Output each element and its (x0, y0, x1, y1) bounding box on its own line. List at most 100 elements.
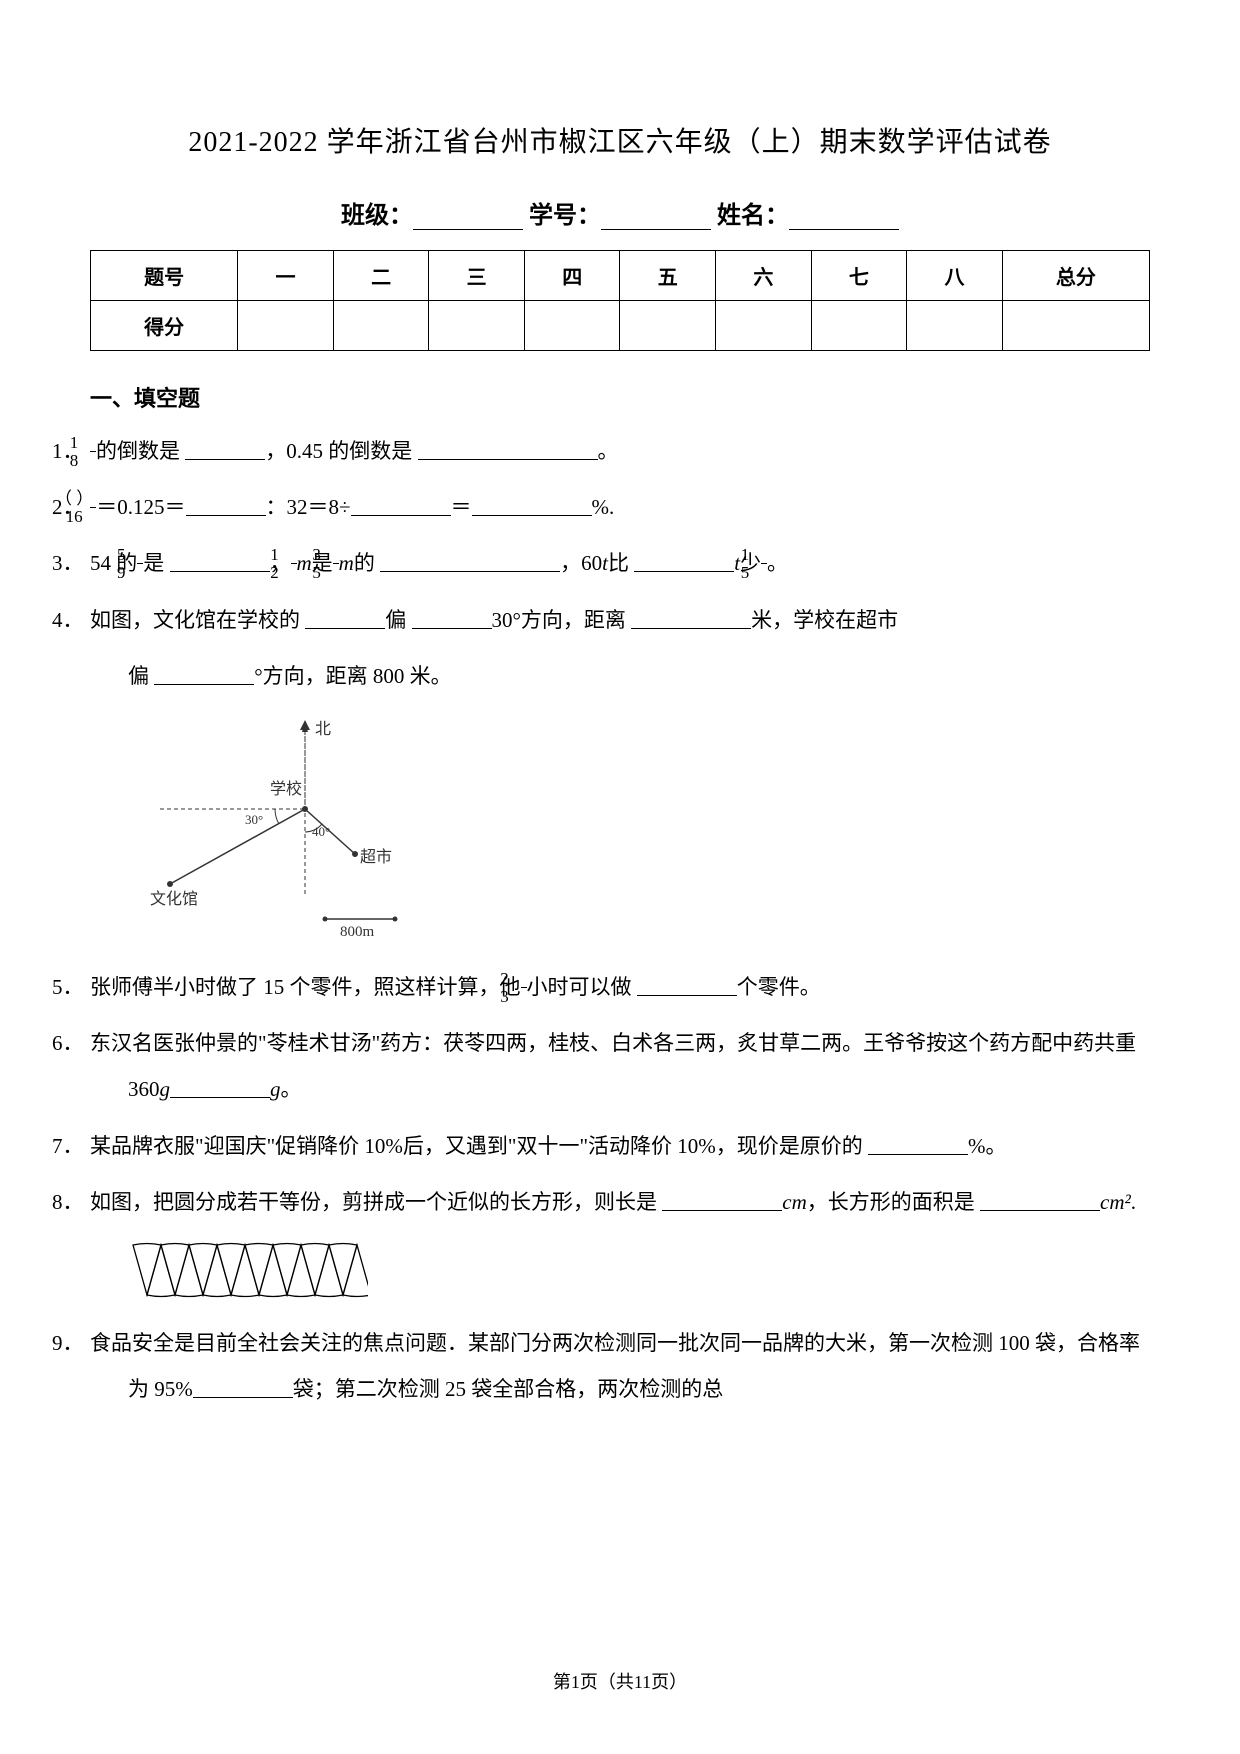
figure-circle-rectangle (128, 1240, 1150, 1305)
th-5: 五 (620, 251, 716, 301)
q2-t2: ：32＝8÷ (266, 495, 351, 519)
q2-blank2[interactable] (351, 496, 451, 516)
name-blank[interactable] (789, 210, 899, 230)
question-8: 8．如图，把圆分成若干等份，剪拼成一个近似的长方形，则长是 cm，长方形的面积是… (90, 1179, 1150, 1225)
q3-t1: 54 的 (90, 551, 137, 575)
svg-text:文化馆: 文化馆 (150, 890, 198, 908)
q7-t1: 某品牌衣服"迎国庆"促销降价 10%后，又遇到"双十一"活动降价 10%，现价是… (90, 1134, 863, 1158)
page-footer: 第1页（共11页） (0, 1668, 1240, 1694)
q5-frac: 23 (521, 970, 527, 1005)
svg-text:超市: 超市 (360, 848, 392, 866)
question-2: 2．（ ）16＝0.125＝：32＝8÷＝%. (90, 484, 1150, 530)
svg-text:30°: 30° (245, 812, 263, 827)
th-1: 一 (238, 251, 334, 301)
exam-title: 2021-2022 学年浙江省台州市椒江区六年级（上）期末数学评估试卷 (90, 120, 1150, 160)
score-cell[interactable] (524, 301, 620, 351)
score-cell[interactable] (907, 301, 1003, 351)
q5-t1: 张师傅半小时做了 15 个零件，照这样计算，他 (90, 975, 521, 999)
q2-blank3[interactable] (472, 496, 592, 516)
q8-t2: ，长方形的面积是 (807, 1190, 975, 1214)
q2-t3: ＝ (451, 495, 472, 519)
q4-blank1[interactable] (305, 609, 385, 629)
q5-t3: 个零件。 (737, 975, 821, 999)
svg-text:800m: 800m (340, 924, 375, 940)
circle-rect-svg (128, 1240, 368, 1300)
th-3: 三 (429, 251, 525, 301)
th-label: 题号 (91, 251, 238, 301)
q4-blank4[interactable] (154, 665, 254, 685)
q6-t2: 。 (281, 1077, 302, 1101)
q9-blank[interactable] (193, 1378, 293, 1398)
q5-blank[interactable] (637, 976, 737, 996)
svg-text:学校: 学校 (270, 780, 302, 798)
score-cell[interactable] (429, 301, 525, 351)
question-4-line2: 偏 °方向，距离 800 米。 (90, 653, 1150, 699)
q3-m2: m (339, 551, 354, 575)
th-total: 总分 (1002, 251, 1149, 301)
th-7: 七 (811, 251, 907, 301)
table-score-row: 得分 (91, 301, 1150, 351)
q8-blank2[interactable] (980, 1191, 1100, 1211)
q3-t6: ，60 (560, 551, 602, 575)
svg-text:北: 北 (315, 720, 331, 738)
q3-t9: 。 (767, 551, 788, 575)
q8-blank1[interactable] (662, 1191, 782, 1211)
score-table: 题号 一 二 三 四 五 六 七 八 总分 得分 (90, 250, 1150, 351)
q1-t3: 。 (598, 439, 619, 463)
name-label: 姓名： (717, 203, 789, 229)
score-cell[interactable] (811, 301, 907, 351)
q3-t2: 是 (143, 551, 164, 575)
score-cell[interactable] (620, 301, 716, 351)
svg-text:40°: 40° (312, 824, 330, 839)
q1-blank2[interactable] (418, 440, 598, 460)
q1-blank1[interactable] (185, 440, 265, 460)
q3-frac1: 59 (137, 546, 143, 581)
q2-frac: （ ）16 (90, 490, 96, 525)
q4-t6: °方向，距离 800 米。 (254, 664, 451, 688)
q3-blank3[interactable] (634, 552, 734, 572)
q3-frac4: 15 (761, 546, 767, 581)
score-cell[interactable] (1002, 301, 1149, 351)
q7-t2: %。 (968, 1134, 1007, 1158)
q6-g2: g (270, 1077, 281, 1101)
q7-blank[interactable] (868, 1135, 968, 1155)
q2-blank1[interactable] (186, 496, 266, 516)
q2-t1: ＝0.125＝ (96, 495, 185, 519)
q3-blank1[interactable] (170, 552, 270, 572)
q4-t4: 米，学校在超市 (751, 608, 898, 632)
q1-t1: 的倒数是 (96, 439, 180, 463)
q3-frac3: 35 (333, 546, 339, 581)
q3-blank2[interactable] (380, 552, 560, 572)
q4-t5: 偏 (128, 664, 149, 688)
score-cell[interactable] (333, 301, 429, 351)
q9-t2: 袋；第二次检测 25 袋全部合格，两次检测的总 (293, 1377, 724, 1401)
q8-cm2: cm² (1100, 1190, 1131, 1214)
q8-t3: . (1131, 1190, 1136, 1214)
th-8: 八 (907, 251, 1003, 301)
q8-cm: cm (782, 1190, 807, 1214)
class-blank[interactable] (413, 210, 523, 230)
question-4: 4．如图，文化馆在学校的 偏 30°方向，距离 米，学校在超市 (90, 597, 1150, 643)
q3-m1: m (297, 551, 312, 575)
q4-t3: 30°方向，距离 (492, 608, 626, 632)
score-label: 得分 (91, 301, 238, 351)
th-6: 六 (716, 251, 812, 301)
q4-blank3[interactable] (631, 609, 751, 629)
score-cell[interactable] (238, 301, 334, 351)
section-1-title: 一、填空题 (90, 381, 1150, 413)
q1-frac1: 18 (90, 434, 96, 469)
q4-t2: 偏 (385, 608, 406, 632)
th-2: 二 (333, 251, 429, 301)
question-7: 7．某品牌衣服"迎国庆"促销降价 10%后，又遇到"双十一"活动降价 10%，现… (90, 1123, 1150, 1169)
score-cell[interactable] (716, 301, 812, 351)
q3-t7: 比 (608, 551, 629, 575)
id-label: 学号： (529, 203, 601, 229)
q1-t2: ，0.45 的倒数是 (265, 439, 412, 463)
q4-blank2[interactable] (412, 609, 492, 629)
question-6: 6．东汉名医张仲景的"苓桂术甘汤"药方：茯苓四两，桂枝、白术各三两，炙甘草二两。… (90, 1020, 1150, 1112)
question-9: 9．食品安全是目前全社会关注的焦点问题．某部门分两次检测同一批次同一品牌的大米，… (90, 1320, 1150, 1412)
direction-svg: 北 学校 超市 文化馆 30° 40° 800m (140, 714, 440, 944)
q3-t5: 的 (354, 551, 375, 575)
id-blank[interactable] (601, 210, 711, 230)
q6-blank[interactable] (170, 1078, 270, 1098)
